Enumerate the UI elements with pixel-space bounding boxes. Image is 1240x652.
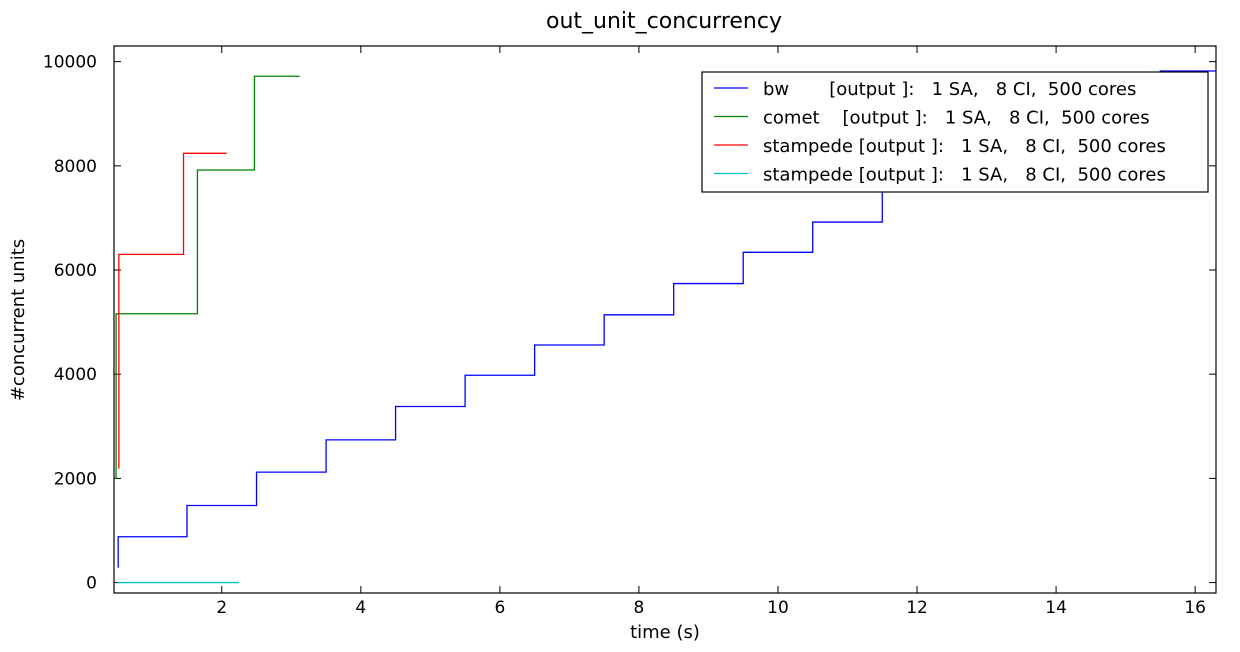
x-tick-label: 6 [494,598,505,618]
x-axis-label: time (s) [630,622,700,643]
y-tick-label: 6000 [54,261,97,281]
series-line-2 [118,152,227,469]
x-tick-label: 14 [1045,598,1067,618]
series-line-1 [115,75,300,480]
legend-label: stampede [output ]: 1 SA, 8 CI, 500 core… [763,165,1166,186]
ticks: 2 4 6 8 10 12 14 16 0 2000 4000 6000 8000 10000 [43,46,1216,618]
x-tick-label: 2 [216,598,227,618]
legend-label: comet [output ]: 1 SA, 8 CI, 500 cores [763,108,1150,129]
legend-label: stampede [output ]: 1 SA, 8 CI, 500 core… [763,136,1166,157]
legend-box [701,71,1209,193]
x-tick-label: 8 [634,598,645,618]
y-tick-label: 4000 [54,365,97,385]
plot-frame [113,45,1217,594]
y-axis-label: #concurrent units [8,239,29,401]
x-tick-label: 10 [767,598,789,618]
x-tick-label: 12 [906,598,928,618]
legend: bw [output ]: 1 SA, 8 CI, 500 cores comet… [701,71,1209,193]
x-tick-label: 16 [1184,598,1206,618]
y-tick-label: 2000 [54,469,97,489]
x-tick-label: 4 [355,598,366,618]
y-tick-label: 0 [86,574,97,594]
chart-title: out_unit_concurrency [546,9,782,34]
legend-label: bw [output ]: 1 SA, 8 CI, 500 cores [763,79,1136,100]
y-tick-label: 8000 [54,157,97,177]
y-tick-label: 10000 [43,53,97,73]
